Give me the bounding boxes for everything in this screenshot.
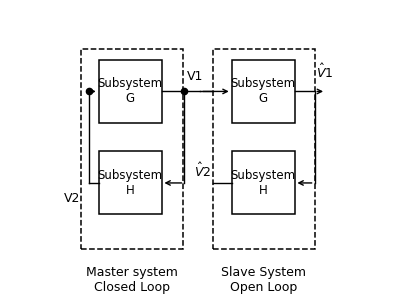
Bar <box>231 151 294 214</box>
Text: $\hat{V}$2: $\hat{V}$2 <box>194 162 211 180</box>
Text: Subsystem
H: Subsystem H <box>97 169 162 197</box>
Text: Slave System
Open Loop: Slave System Open Loop <box>221 266 305 294</box>
Text: Subsystem
G: Subsystem G <box>230 77 295 105</box>
Text: Subsystem
H: Subsystem H <box>230 169 295 197</box>
Text: $\hat{V}$1: $\hat{V}$1 <box>315 64 333 82</box>
Bar <box>213 48 314 249</box>
Text: Subsystem
G: Subsystem G <box>97 77 162 105</box>
Bar <box>231 60 294 123</box>
Text: V2: V2 <box>64 191 80 204</box>
Text: Master system
Closed Loop: Master system Closed Loop <box>86 266 178 294</box>
Bar <box>98 151 161 214</box>
Text: V1: V1 <box>186 70 202 83</box>
Bar <box>81 48 183 249</box>
Bar <box>98 60 161 123</box>
